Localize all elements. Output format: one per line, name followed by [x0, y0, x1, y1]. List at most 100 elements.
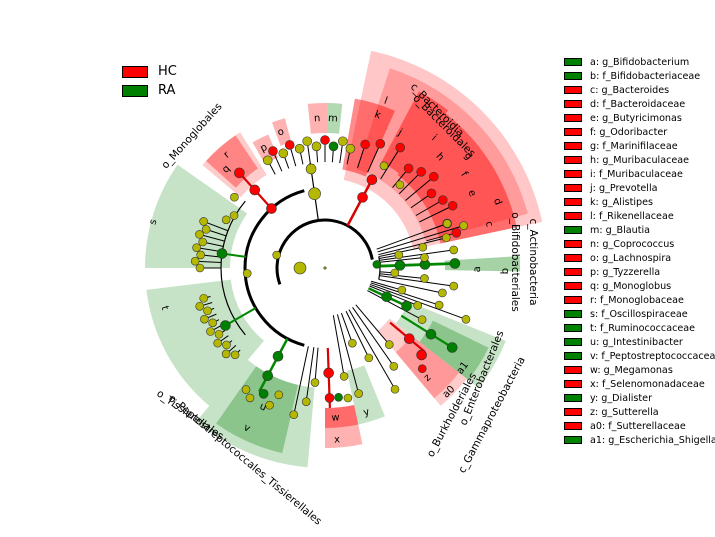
sector-letter: k	[373, 109, 382, 121]
tree-node	[195, 230, 204, 239]
taxa-legend-label: g: f_Marinifilaceae	[590, 140, 678, 152]
tree-node	[343, 393, 353, 403]
clade-sector	[325, 404, 359, 428]
clade-sector	[444, 256, 520, 272]
tree-nodes	[190, 135, 471, 420]
tree-node	[222, 340, 231, 350]
tree-node	[220, 320, 231, 331]
taxa-legend-swatch	[564, 394, 582, 402]
class-legend-swatch	[122, 84, 148, 97]
tree-node	[413, 301, 423, 310]
tree-branch	[258, 338, 289, 393]
tree-branch	[376, 223, 448, 250]
clade-sectors	[145, 50, 543, 468]
tree-node	[437, 195, 448, 205]
tree-node	[417, 364, 427, 374]
tree-node	[201, 225, 211, 234]
tree-branch	[336, 314, 360, 394]
tree-node	[364, 353, 374, 363]
tree-node	[395, 142, 406, 153]
tree-node	[265, 400, 274, 410]
sector-letter: v	[242, 422, 252, 435]
taxa-legend-swatch	[564, 128, 582, 136]
taxa-legend-item: b: f_Bifidobacteriaceae	[564, 69, 714, 83]
tree-node	[206, 327, 215, 336]
taxa-legend-swatch	[564, 338, 582, 346]
tree-node	[294, 143, 305, 154]
tree-node	[328, 141, 339, 152]
tree-branch	[378, 237, 447, 256]
taxa-legend-label: h: g_Muribaculaceae	[590, 154, 690, 166]
tree-node	[394, 250, 404, 260]
taxa-legend-label: f: g_Odoribacter	[590, 126, 668, 138]
tree-node	[268, 146, 278, 156]
tree-node	[395, 180, 405, 190]
tree-node	[323, 266, 327, 270]
tree-node	[242, 269, 252, 278]
tree-node	[278, 148, 289, 159]
tree-node	[401, 300, 412, 312]
tree-branch	[379, 257, 425, 263]
taxa-legend-item: x: f_Selenomonadaceae	[564, 377, 714, 391]
tree-branch	[380, 147, 401, 180]
tree-node	[324, 393, 335, 403]
clade-sector	[325, 404, 363, 448]
tree-branch	[415, 199, 444, 216]
taxa-legend-label: a1: g_Escherichia_Shigella	[590, 434, 715, 446]
tree-node	[334, 392, 343, 402]
taxa-legend-swatch	[564, 184, 582, 192]
tree-node	[305, 163, 317, 175]
taxa-legend-item: p: g_Tyzzerella	[564, 265, 714, 279]
tree-node	[426, 188, 437, 199]
tree-node	[323, 367, 334, 379]
tree-node	[241, 385, 251, 394]
tree-node	[348, 338, 357, 348]
taxa-legend-swatch	[564, 114, 582, 122]
tree-node	[213, 338, 222, 348]
taxa-legend-swatch	[564, 324, 582, 332]
taxa-legend-item: z: g_Sutterella	[564, 405, 714, 419]
taxa-legend-swatch	[564, 366, 582, 374]
tree-node	[360, 139, 370, 150]
tree-node	[449, 281, 459, 291]
tree-branch	[367, 290, 423, 321]
sector-letter: g	[462, 150, 475, 162]
taxa-legend-swatch	[564, 380, 582, 388]
tree-node	[200, 314, 209, 324]
taxa-legend-swatch	[564, 282, 582, 290]
tree-node	[199, 293, 209, 303]
tree-branch	[426, 232, 457, 242]
tree-node	[375, 138, 386, 149]
clade-sector	[146, 279, 264, 406]
tree-node	[230, 192, 239, 202]
taxa-legend-swatch	[564, 226, 582, 234]
taxa-legend-label: m: g_Blautia	[590, 224, 651, 236]
sector-letter: a	[472, 266, 483, 272]
tree-branch	[419, 205, 453, 223]
tree-branch	[314, 347, 319, 383]
taxa-legend-label: x: f_Selenomonadaceae	[590, 378, 705, 390]
clade-sector	[346, 365, 385, 425]
tree-node	[441, 233, 451, 243]
tree-branch	[378, 278, 443, 294]
taxa-legend-label: n: g_Coprococcus	[590, 238, 675, 250]
tree-node	[258, 389, 269, 399]
taxa-legend-label: b: f_Bifidobacteriaceae	[590, 70, 701, 82]
taxa-legend-label: q: g_Monoglobus	[590, 280, 672, 292]
tree-node	[434, 300, 444, 310]
tree-node	[234, 167, 245, 179]
tree-node	[357, 192, 368, 203]
tree-node	[293, 261, 307, 275]
clade-label-o-bifidobacteriales: o_Bifidobacteriales	[509, 212, 521, 311]
sector-letter: s	[148, 218, 160, 226]
clade-sector	[412, 136, 492, 206]
sector-letter: l	[383, 96, 389, 107]
tree-node	[451, 228, 462, 238]
tree-node	[354, 389, 363, 398]
taxa-legend-label: t: f_Ruminococcaceae	[590, 322, 696, 334]
clade-sector	[395, 335, 459, 399]
clade-sector	[357, 68, 528, 242]
sector-letter: x	[334, 434, 341, 445]
tree-branch	[352, 307, 395, 367]
tree-branch	[305, 347, 315, 402]
